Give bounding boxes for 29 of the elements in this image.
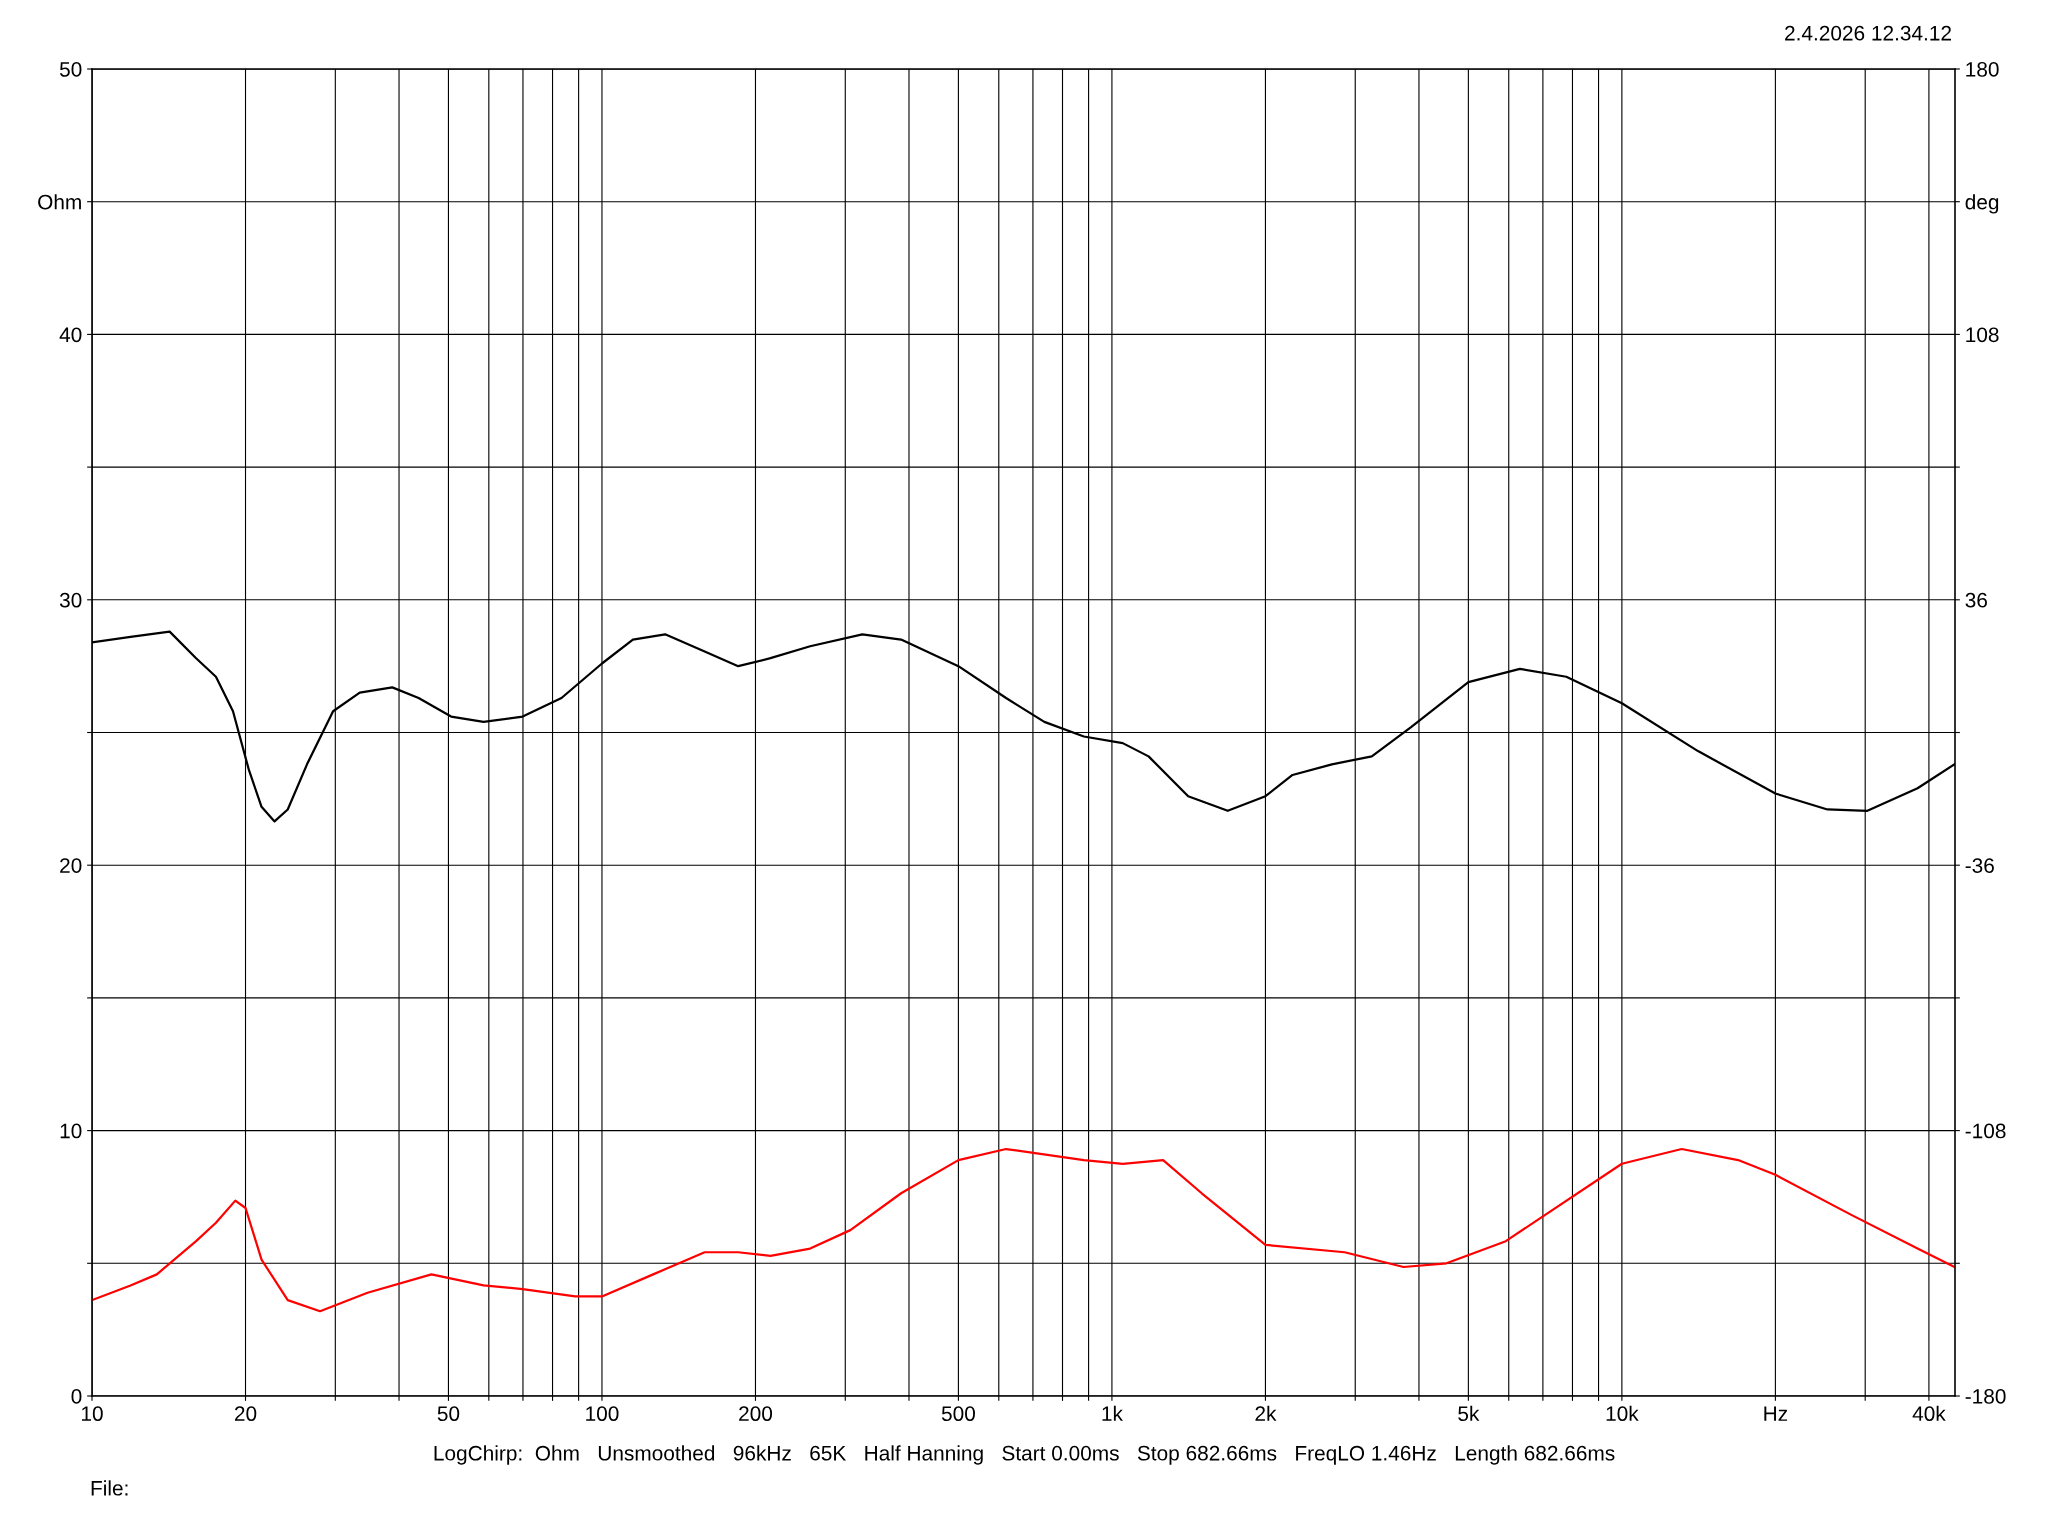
y2-tick-label: 36 <box>1965 592 1987 608</box>
y2-tick-label: deg <box>1965 194 1999 214</box>
x-tick-label: 100 <box>586 1406 619 1422</box>
y2-tick-label: -180 <box>1965 1389 2006 1404</box>
y-tick-label: 20 <box>60 858 82 873</box>
x-tick-label: 10 <box>82 1406 103 1422</box>
text: LogChirp: Ohm Unsmoothed 96kHz 65K Half Hanning Start 0.00ms Stop 682.66ms FreqLO 1.46Hz Length 682.66ms <box>434 1445 1615 1465</box>
y-tick-label: 40 <box>59 327 82 343</box>
y-tick-label: 30 <box>59 592 82 608</box>
x-tick-label: 500 <box>941 1406 975 1422</box>
y2-tick-label: -36 <box>1965 858 1994 873</box>
x-tick-label: 10k <box>1606 1405 1639 1422</box>
y2-tick-label: 108 <box>1966 327 1999 343</box>
x-tick-label: 50 <box>437 1406 460 1422</box>
x-tick-label: 40k <box>1912 1405 1946 1422</box>
y-tick-label: Ohm <box>38 194 81 210</box>
text: File: <box>91 1480 128 1496</box>
x-tick-label: 20 <box>234 1406 257 1422</box>
text: 2.4.2026 12.34.12 <box>1785 25 1951 41</box>
x-tick-label: Hz <box>1764 1406 1788 1421</box>
x-tick-label: 1k <box>1102 1405 1123 1421</box>
y2-tick-label: -108 <box>1965 1123 2006 1139</box>
x-tick-label: 2k <box>1255 1405 1277 1421</box>
x-tick-label: 200 <box>739 1406 773 1422</box>
y-tick-label: 0 <box>71 1389 82 1404</box>
y-tick-label: 10 <box>60 1123 82 1139</box>
y-tick-label: 50 <box>59 62 82 77</box>
y2-tick-label: 180 <box>1966 62 1999 77</box>
x-tick-label: 5k <box>1458 1405 1480 1422</box>
